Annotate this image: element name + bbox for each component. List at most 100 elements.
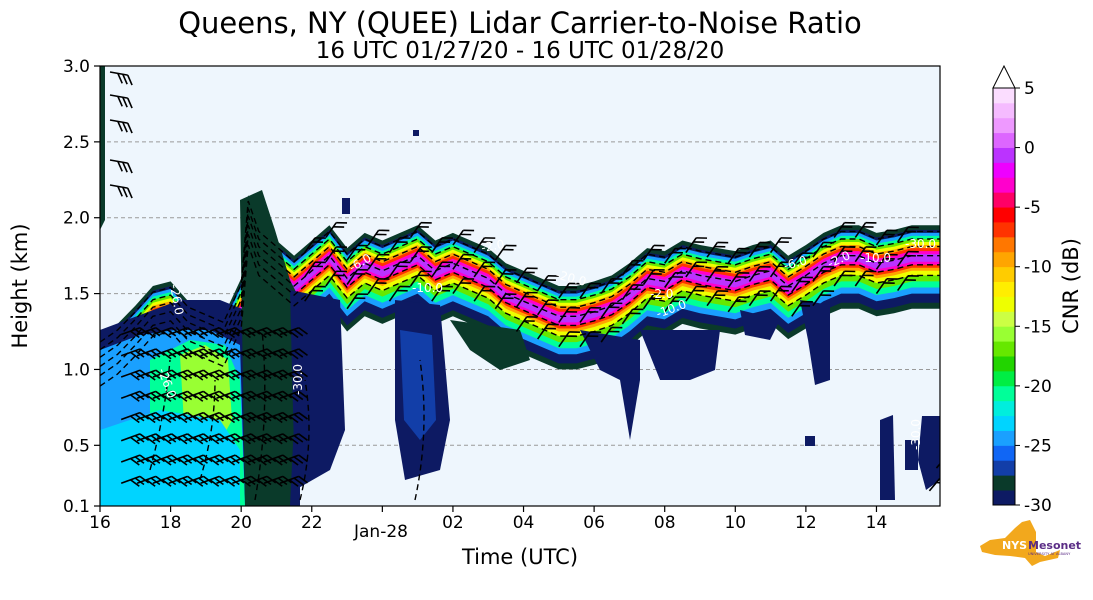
wind-barb-161 (769, 285, 792, 302)
wind-barb-160 (769, 261, 792, 278)
x-tick-label-0: 16 (89, 513, 111, 533)
wind-barb-147 (685, 237, 708, 254)
wind-barb-72 (247, 411, 277, 424)
wind-barb-156 (748, 241, 771, 258)
wind-barb-168 (833, 221, 856, 238)
wind-barb-115 (452, 253, 475, 270)
wind-barb-153 (727, 247, 750, 264)
contour-label-11: -10.0 (860, 251, 891, 265)
wind-barb-120 (494, 244, 517, 261)
wind-barb-96 (325, 221, 348, 238)
wind-barb-40 (184, 411, 213, 424)
wind-barb-34 (168, 369, 197, 381)
wind-barb-7 (120, 433, 150, 445)
wind-barb-135 (600, 278, 623, 295)
wind-barb-113 (431, 285, 453, 302)
column-2430 (400, 330, 436, 440)
wind-barb-162 (791, 252, 813, 269)
plot-frame (99, 65, 941, 507)
colorbar-segment-19 (993, 207, 1015, 223)
wind-barb-67 (232, 348, 261, 360)
wind-barb-149 (685, 285, 708, 302)
colorbar-frame (992, 87, 1016, 506)
colorbar-segment-23 (993, 147, 1015, 163)
wind-barb-89 (279, 390, 308, 402)
wind-barb-36 (168, 326, 197, 339)
wind-barb-114 (452, 229, 475, 246)
wind-barb-39 (184, 433, 213, 445)
chart-subtitle: 16 UTC 01/27/20 - 16 UTC 01/28/20 (316, 38, 725, 64)
wind-barb-94 (304, 261, 326, 278)
colorbar-tick-label-4: -15 (1024, 317, 1052, 337)
wind-barb-73 (247, 390, 277, 402)
wind-barb-28 (152, 326, 181, 339)
colorbar-tick-label-2: -5 (1024, 198, 1041, 218)
wind-barb-104 (367, 278, 390, 295)
wind-barb-85 (279, 475, 308, 487)
wind-barb-101 (346, 293, 369, 310)
wind-barb-25 (152, 390, 181, 402)
wind-barb-78 (263, 454, 293, 466)
contour-label-1: -26.0 (167, 283, 186, 316)
wind-barb-159 (769, 237, 792, 254)
x-tick-label-5: 04 (513, 513, 535, 533)
wind-barb-87 (279, 433, 308, 445)
wind-barb-151 (706, 265, 729, 282)
contour-curve-1 (199, 379, 216, 481)
contour-label-3: -10.0 (412, 281, 443, 295)
x-tick-label-2: 20 (230, 513, 252, 533)
x-tick-label-3: 22 (301, 513, 323, 533)
wind-barb-170 (833, 270, 856, 287)
wind-barb-18 (136, 369, 166, 381)
blob-1510 (905, 440, 918, 470)
x-tick-label-10: 14 (866, 513, 888, 533)
wind-barb-26 (152, 369, 181, 381)
wind-barb-165 (812, 241, 835, 258)
wind-barb-47 (200, 433, 229, 445)
wind-barb-93 (304, 237, 326, 254)
wind-barb-179 (896, 275, 919, 292)
wind-barb-99 (346, 244, 369, 261)
wind-barb-130 (558, 306, 580, 323)
wind-barb-178 (896, 250, 919, 267)
wind-barb-171 (854, 221, 877, 238)
wind-barb-62 (232, 454, 261, 466)
x-tick-label-8: 10 (724, 513, 746, 533)
wind-barb-180 (928, 477, 940, 492)
blob-1000 (740, 310, 780, 340)
x-axis-ticks: 16 18 20 22 02 04 06 08 10 12 14 (89, 506, 887, 533)
colorbar-tick-label-5: -20 (1024, 377, 1052, 397)
wind-barb-143 (642, 293, 665, 310)
wind-barb-125 (515, 315, 538, 332)
wind-barb-176 (875, 278, 898, 295)
colorbar-segment-21 (993, 177, 1015, 193)
wind-barb-37 (184, 475, 213, 487)
wind-barb-70 (247, 454, 277, 466)
colorbar-segment-11 (993, 326, 1015, 342)
wind-barb-139 (621, 284, 644, 301)
colorbar-ticks: 5 0 -5 -10 -15 -20 -25 -30 (1015, 79, 1052, 516)
wind-barb-52 (200, 326, 229, 339)
wind-barb-43 (184, 348, 213, 360)
wind-barb-81 (263, 390, 293, 402)
wind-barb-71 (247, 433, 277, 445)
chart-title: Queens, NY (QUEE) Lidar Carrier-to-Noise… (178, 6, 862, 40)
colorbar-segment-6 (993, 400, 1015, 417)
y-axis-ticks: 0.1 0.5 1.0 1.5 2.0 2.5 3.0 (63, 57, 100, 517)
y-tick-label-0: 0.1 (63, 497, 90, 517)
wind-barb-150 (706, 241, 729, 258)
wind-barb-123 (515, 267, 538, 284)
blob-0630 (580, 330, 640, 440)
x-tick-label-9: 12 (795, 513, 817, 533)
wind-barb-61 (232, 475, 261, 487)
wind-barb-41 (184, 390, 213, 402)
colorbar-segment-5 (993, 415, 1015, 431)
colorbar-tick-label-1: 0 (1024, 139, 1035, 159)
wind-barb-8 (120, 411, 150, 424)
blob-1300 (805, 436, 815, 446)
wind-barb-68 (232, 326, 261, 339)
wind-barb-31 (168, 433, 197, 445)
wind-barb-90 (279, 369, 308, 381)
colorbar-segment-14 (993, 281, 1015, 297)
wind-barb-155 (727, 296, 750, 313)
